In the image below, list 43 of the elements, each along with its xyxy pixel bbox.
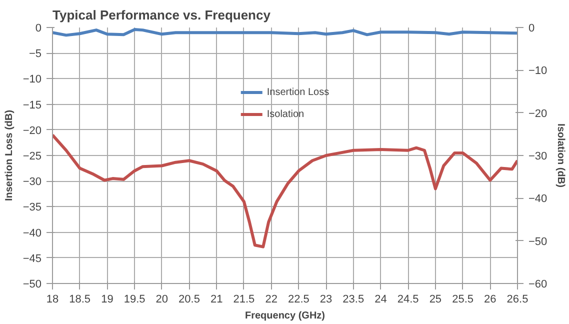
y-tick-label: 0: [35, 22, 42, 34]
y2-tick-label: −40: [528, 193, 548, 206]
y-tick-label: −35: [22, 202, 42, 214]
x-tick-label: 20: [156, 294, 168, 306]
y-tick-label: −15: [22, 99, 42, 112]
y2-axis-title: Isolation (dB): [555, 124, 566, 188]
y2-tick-label: −20: [528, 108, 548, 120]
x-tick-label: 24.5: [397, 294, 419, 306]
line-series: [52, 134, 518, 248]
x-tick-label: 26: [484, 294, 496, 306]
x-tick-label: 26.5: [506, 294, 528, 306]
x-tick-label: 18: [46, 294, 59, 306]
y-axis-title: Insertion Loss (dB): [4, 110, 15, 202]
x-tick-label: 23: [320, 294, 332, 306]
y2-tick-label: −30: [528, 150, 548, 162]
y2-tick-label: −50: [528, 236, 548, 248]
x-tick-label: 19: [101, 294, 114, 306]
y-tick-label: −45: [22, 252, 42, 265]
y2-tick-label: −10: [528, 65, 548, 78]
legend-label: Isolation: [266, 108, 304, 120]
y-tick-label: −20: [22, 124, 42, 137]
x-tick-label: 20.5: [178, 294, 200, 306]
y-tick-label: −25: [22, 150, 42, 162]
x-tick-label: 25: [429, 294, 442, 306]
x-tick-label: 21.5: [233, 294, 255, 306]
x-tick-label: 22.5: [288, 294, 310, 306]
y2-tick-label: 0: [528, 22, 535, 34]
y-tick-label: −10: [22, 74, 42, 86]
y-tick-label: −50: [22, 278, 42, 290]
y-tick-label: −40: [22, 227, 42, 240]
x-tick-label: 24: [374, 294, 387, 306]
legend-label: Insertion Loss: [266, 86, 330, 98]
x-tick-label: 18.5: [69, 294, 91, 306]
x-tick-label: 19.5: [124, 294, 146, 306]
y-tick-label: −30: [22, 176, 42, 188]
x-tick-label: 23.5: [342, 294, 364, 306]
y-tick-label: −5: [28, 48, 42, 60]
y2-tick-label: −60: [528, 278, 548, 290]
chart-title: Typical Performance vs. Frequency: [52, 8, 272, 22]
x-tick-label: 25.5: [452, 294, 474, 306]
x-tick-label: 22: [265, 294, 278, 306]
x-axis-title: Frequency (GHz): [244, 310, 326, 322]
x-tick-label: 21: [210, 294, 223, 306]
